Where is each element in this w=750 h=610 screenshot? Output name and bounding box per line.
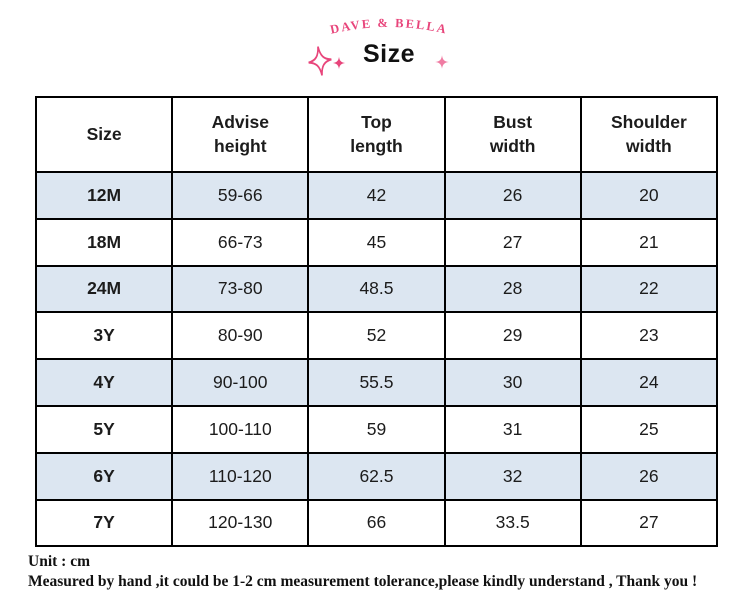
value-cell: 29 bbox=[443, 311, 582, 361]
size-cell: 6Y bbox=[34, 451, 174, 501]
value-cell: 62.5 bbox=[307, 451, 446, 501]
column-header-top-length: Top length bbox=[307, 96, 446, 173]
column-header-shoulder-width: Shoulder width bbox=[579, 96, 719, 173]
table-row: 12M 59-66 42 26 20 bbox=[34, 171, 719, 220]
value-cell: 21 bbox=[579, 217, 719, 267]
sparkle-large-icon bbox=[308, 46, 332, 76]
value-cell: 73-80 bbox=[171, 264, 310, 314]
size-cell: 7Y bbox=[34, 498, 174, 548]
value-cell: 100-110 bbox=[171, 404, 310, 454]
value-cell: 52 bbox=[307, 311, 446, 361]
table-row: 24M 73-80 48.5 28 22 bbox=[34, 264, 719, 314]
value-cell: 66 bbox=[307, 498, 446, 548]
value-cell: 48.5 bbox=[307, 264, 446, 314]
value-cell: 33.5 bbox=[443, 498, 582, 548]
size-cell: 3Y bbox=[34, 311, 174, 361]
value-cell: 59 bbox=[307, 404, 446, 454]
value-cell: 31 bbox=[443, 404, 582, 454]
size-table-body: 12M 59-66 42 26 20 18M 66-73 45 27 21 24M 73-80 48.5… bbox=[34, 171, 719, 548]
brand-name-text: DAVE & BELLA bbox=[329, 16, 447, 37]
sparkle-right-icon bbox=[435, 55, 449, 69]
value-cell: 25 bbox=[579, 404, 719, 454]
value-cell: 22 bbox=[579, 264, 719, 314]
page-title: Size bbox=[362, 40, 416, 68]
brand-name-arc: DAVE & BELLA bbox=[329, 16, 449, 37]
size-cell: 12M bbox=[34, 171, 174, 220]
value-cell: 26 bbox=[443, 171, 582, 220]
column-header-bust-width: Bust width bbox=[443, 96, 582, 173]
value-cell: 20 bbox=[579, 171, 719, 220]
value-cell: 66-73 bbox=[171, 217, 310, 267]
table-row: 6Y 110-120 62.5 32 26 bbox=[34, 451, 719, 501]
table-row: 4Y 90-100 55.5 30 24 bbox=[34, 358, 719, 407]
footer-unit: Unit : cm bbox=[28, 553, 90, 570]
column-header-size: Size bbox=[34, 96, 174, 173]
value-cell: 32 bbox=[443, 451, 582, 501]
size-cell: 18M bbox=[34, 217, 174, 267]
table-row: 18M 66-73 45 27 21 bbox=[34, 217, 719, 267]
value-cell: 90-100 bbox=[171, 358, 310, 407]
column-header-advise-height: Advise height bbox=[171, 96, 310, 173]
size-cell: 4Y bbox=[34, 358, 174, 407]
size-cell: 5Y bbox=[34, 404, 174, 454]
size-cell: 24M bbox=[34, 264, 174, 314]
value-cell: 42 bbox=[307, 171, 446, 220]
value-cell: 27 bbox=[579, 498, 719, 548]
size-table: Size Advise height Top length Bust width… bbox=[34, 96, 719, 548]
value-cell: 28 bbox=[443, 264, 582, 314]
value-cell: 45 bbox=[307, 217, 446, 267]
value-cell: 24 bbox=[579, 358, 719, 407]
value-cell: 110-120 bbox=[171, 451, 310, 501]
value-cell: 120-130 bbox=[171, 498, 310, 548]
footer-notes: Unit : cm Measured by hand ,it could be … bbox=[28, 552, 697, 591]
sparkle-small-left-icon bbox=[332, 56, 346, 70]
value-cell: 27 bbox=[443, 217, 582, 267]
value-cell: 23 bbox=[579, 311, 719, 361]
footer-note: Measured by hand ,it could be 1-2 cm mea… bbox=[28, 572, 698, 590]
value-cell: 59-66 bbox=[171, 171, 310, 220]
value-cell: 26 bbox=[579, 451, 719, 501]
brand-arc-graphic: DAVE & BELLA bbox=[308, 16, 449, 76]
value-cell: 80-90 bbox=[171, 311, 310, 361]
value-cell: 55.5 bbox=[307, 358, 446, 407]
table-row: 3Y 80-90 52 29 23 bbox=[34, 311, 719, 361]
table-row: 7Y 120-130 66 33.5 27 bbox=[34, 498, 719, 548]
size-table-header: Size Advise height Top length Bust width… bbox=[34, 96, 719, 173]
header-row: Size Advise height Top length Bust width… bbox=[34, 96, 719, 173]
table-row: 5Y 100-110 59 31 25 bbox=[34, 404, 719, 454]
value-cell: 30 bbox=[443, 358, 582, 407]
